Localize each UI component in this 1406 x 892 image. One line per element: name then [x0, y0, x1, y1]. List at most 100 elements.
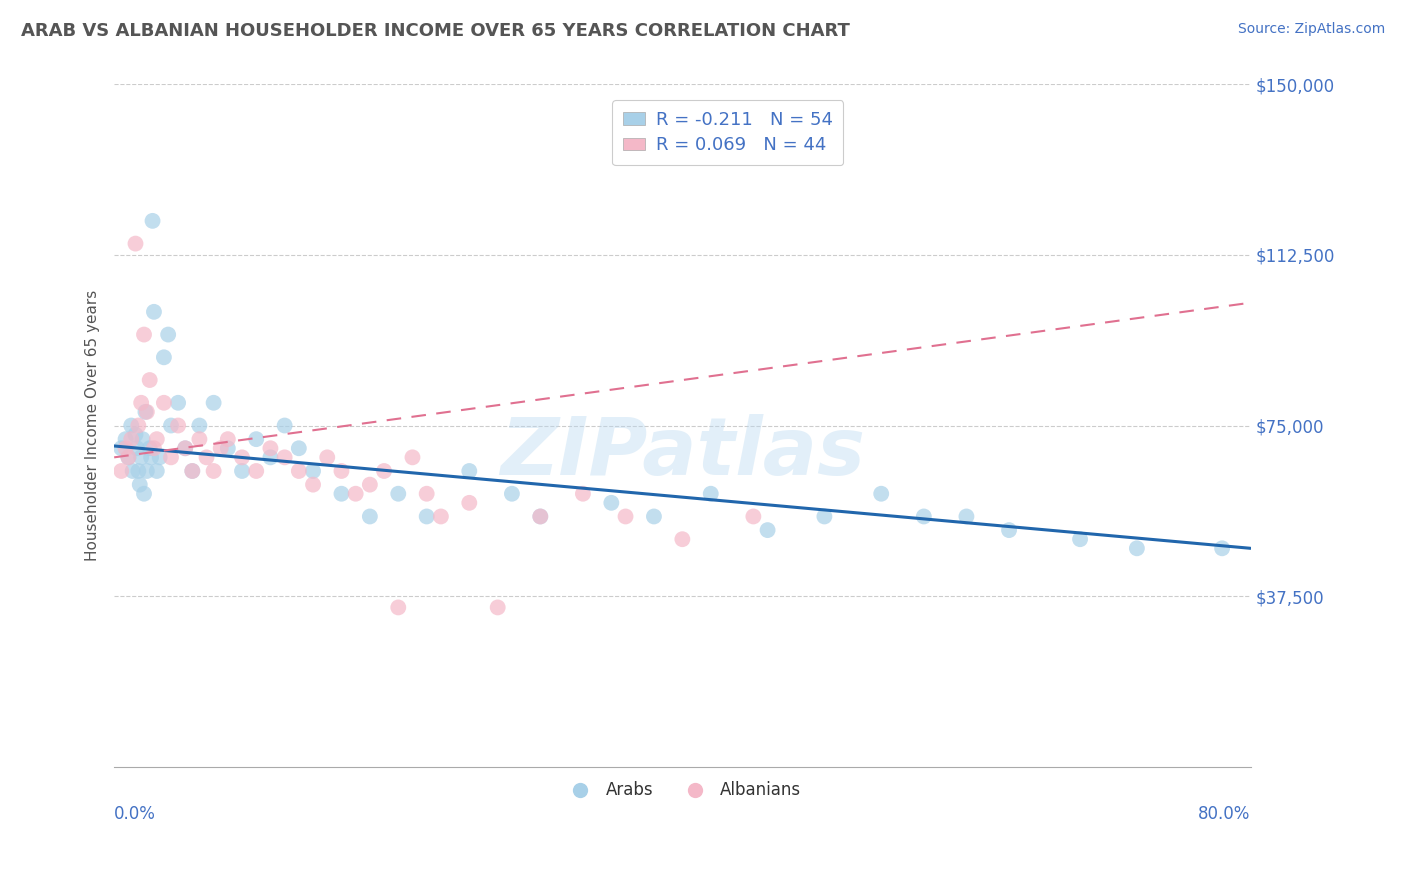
Point — [245, 432, 267, 446]
Point — [143, 442, 166, 456]
Point — [129, 450, 152, 465]
Point — [138, 442, 160, 456]
Point — [110, 442, 132, 456]
Point — [174, 442, 197, 456]
Text: 0.0%: 0.0% — [114, 805, 156, 823]
Point — [139, 450, 162, 465]
Point — [259, 450, 281, 465]
Point — [387, 600, 409, 615]
Point — [127, 464, 149, 478]
Point — [131, 432, 153, 446]
Point — [167, 418, 190, 433]
Point — [146, 432, 169, 446]
Point — [125, 442, 148, 456]
Y-axis label: Householder Income Over 65 years: Householder Income Over 65 years — [86, 290, 100, 561]
Point — [486, 600, 509, 615]
Point — [128, 477, 150, 491]
Point — [813, 509, 835, 524]
Point — [135, 405, 157, 419]
Point — [1211, 541, 1233, 556]
Point — [330, 487, 353, 501]
Point — [132, 487, 155, 501]
Point — [174, 442, 197, 456]
Point — [273, 450, 295, 465]
Point — [120, 418, 142, 433]
Point — [181, 464, 204, 478]
Point — [401, 450, 423, 465]
Point — [132, 327, 155, 342]
Point — [302, 464, 325, 478]
Point — [572, 487, 595, 501]
Legend: Arabs, Albanians: Arabs, Albanians — [557, 774, 807, 806]
Point — [870, 487, 893, 501]
Point — [209, 442, 232, 456]
Point — [117, 450, 139, 465]
Point — [756, 523, 779, 537]
Point — [316, 450, 339, 465]
Point — [124, 236, 146, 251]
Point — [114, 442, 136, 456]
Point — [138, 373, 160, 387]
Point — [188, 432, 211, 446]
Point — [458, 496, 481, 510]
Point — [153, 351, 176, 365]
Point — [160, 450, 183, 465]
Point — [146, 464, 169, 478]
Point — [955, 509, 977, 524]
Text: 80.0%: 80.0% — [1198, 805, 1250, 823]
Point — [120, 432, 142, 446]
Point — [458, 464, 481, 478]
Point — [529, 509, 551, 524]
Text: Source: ZipAtlas.com: Source: ZipAtlas.com — [1237, 22, 1385, 37]
Point — [373, 464, 395, 478]
Point — [114, 432, 136, 446]
Point — [359, 509, 381, 524]
Point — [1069, 532, 1091, 546]
Point — [153, 396, 176, 410]
Point — [600, 496, 623, 510]
Point — [129, 396, 152, 410]
Point — [202, 396, 225, 410]
Point — [700, 487, 723, 501]
Point — [1126, 541, 1149, 556]
Point — [134, 405, 156, 419]
Point — [121, 464, 143, 478]
Point — [188, 418, 211, 433]
Point — [245, 464, 267, 478]
Point — [671, 532, 693, 546]
Point — [430, 509, 453, 524]
Point — [643, 509, 665, 524]
Point — [143, 305, 166, 319]
Point — [912, 509, 935, 524]
Point — [302, 477, 325, 491]
Point — [231, 464, 253, 478]
Point — [195, 450, 218, 465]
Point — [259, 442, 281, 456]
Point — [501, 487, 523, 501]
Text: ARAB VS ALBANIAN HOUSEHOLDER INCOME OVER 65 YEARS CORRELATION CHART: ARAB VS ALBANIAN HOUSEHOLDER INCOME OVER… — [21, 22, 851, 40]
Point — [614, 509, 637, 524]
Point — [117, 450, 139, 465]
Point — [181, 464, 204, 478]
Point — [330, 464, 353, 478]
Text: ZIPatlas: ZIPatlas — [501, 414, 865, 491]
Point — [231, 450, 253, 465]
Point — [167, 396, 190, 410]
Point — [202, 464, 225, 478]
Point — [273, 418, 295, 433]
Point — [141, 214, 163, 228]
Point — [127, 418, 149, 433]
Point — [110, 464, 132, 478]
Point — [998, 523, 1021, 537]
Point — [359, 477, 381, 491]
Point — [415, 509, 437, 524]
Point — [135, 464, 157, 478]
Point — [124, 427, 146, 442]
Point — [217, 442, 239, 456]
Point — [288, 442, 311, 456]
Point — [288, 464, 311, 478]
Point — [529, 509, 551, 524]
Point — [344, 487, 367, 501]
Point — [387, 487, 409, 501]
Point — [160, 418, 183, 433]
